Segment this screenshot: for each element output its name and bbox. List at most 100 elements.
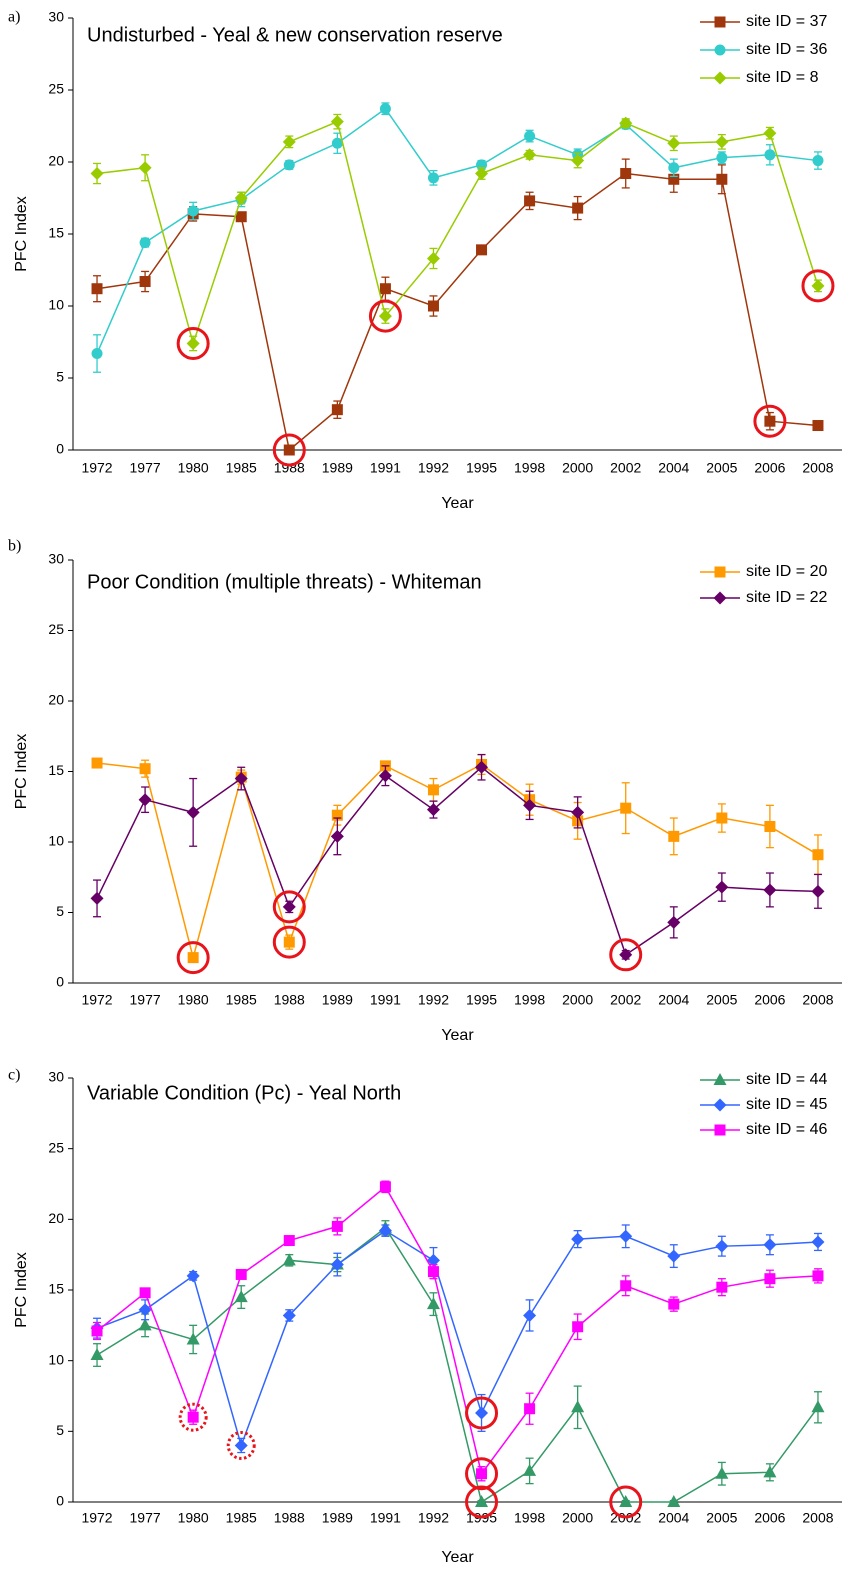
series-line <box>96 766 818 956</box>
marker <box>427 784 439 796</box>
x-tick-label: 1998 <box>514 992 545 1008</box>
x-axis-label: Year <box>441 495 474 512</box>
marker <box>475 167 489 181</box>
marker <box>620 802 632 814</box>
marker <box>234 772 248 786</box>
highlight-circle <box>176 326 210 360</box>
x-tick-label: 2004 <box>658 992 689 1008</box>
marker <box>283 936 295 948</box>
legend-label: site ID = 8 <box>746 69 819 86</box>
marker <box>668 162 680 174</box>
x-tick-label: 1977 <box>130 1510 161 1526</box>
marker <box>139 276 151 288</box>
marker <box>667 1249 681 1263</box>
series-line <box>96 120 819 347</box>
y-tick-label: 0 <box>56 1493 64 1509</box>
panel-label: a) <box>8 9 20 26</box>
series-line <box>96 107 819 354</box>
marker <box>812 849 824 861</box>
highlight-circle <box>801 269 835 303</box>
x-tick-label: 2008 <box>802 992 833 1008</box>
y-tick-label: 10 <box>48 1351 64 1367</box>
x-tick-label: 2002 <box>610 992 641 1008</box>
x-tick-label: 1980 <box>178 992 209 1008</box>
marker <box>713 71 727 85</box>
x-tick-label: 1972 <box>81 992 112 1008</box>
x-tick-label: 1991 <box>370 992 401 1008</box>
marker <box>714 566 726 578</box>
x-tick-label: 1980 <box>178 1510 209 1526</box>
marker <box>138 793 152 807</box>
marker <box>667 136 681 150</box>
chart: b) Poor Condition (multiple threats) - Wh… <box>8 538 842 1044</box>
chart: c) Variable Condition (Pc) - Yeal North 0 5… <box>8 1067 842 1566</box>
y-tick-label: 30 <box>48 551 64 567</box>
y-tick-label: 20 <box>48 1210 64 1226</box>
x-tick-label: 2005 <box>706 460 737 476</box>
marker <box>524 1403 536 1415</box>
highlight-circle <box>753 404 787 438</box>
marker <box>139 237 151 249</box>
marker <box>475 1406 489 1420</box>
y-axis-label: PFC Index <box>13 196 30 272</box>
y-tick-label: 15 <box>48 762 64 778</box>
marker <box>234 1290 248 1303</box>
series-line <box>96 1229 819 1448</box>
marker <box>426 251 440 265</box>
legend-label: site ID = 45 <box>746 1096 827 1113</box>
series-line <box>96 172 819 452</box>
highlight-circle <box>609 938 643 972</box>
marker <box>426 1253 440 1267</box>
marker <box>138 1303 152 1317</box>
marker <box>713 591 727 605</box>
x-tick-label: 1995 <box>466 460 497 476</box>
marker <box>763 883 777 897</box>
panel-label: b) <box>8 538 21 555</box>
chart: a) Undisturbed - Yeal & new conservation … <box>8 9 842 512</box>
highlight-circle <box>272 433 306 467</box>
marker <box>378 769 392 783</box>
chart-title: Poor Condition (multiple threats) - Whit… <box>87 571 482 593</box>
y-axis-label: PFC Index <box>13 1252 30 1328</box>
highlight-circle-dotted <box>178 1402 208 1432</box>
marker <box>620 168 632 180</box>
marker <box>811 1235 825 1249</box>
marker <box>187 1411 199 1423</box>
y-axis-label: PFC Index <box>13 734 30 810</box>
marker <box>379 283 391 295</box>
marker <box>330 1258 344 1272</box>
marker <box>186 336 200 350</box>
marker <box>234 191 248 205</box>
marker <box>475 1495 489 1507</box>
marker <box>426 1297 440 1310</box>
marker <box>713 1098 727 1112</box>
marker <box>764 1273 776 1285</box>
marker <box>138 1318 152 1331</box>
x-tick-label: 2000 <box>562 460 593 476</box>
marker <box>331 1220 343 1232</box>
marker <box>283 1235 295 1247</box>
marker <box>571 805 585 819</box>
marker <box>379 103 391 115</box>
x-tick-label: 1991 <box>370 1510 401 1526</box>
marker <box>715 1466 729 1479</box>
marker <box>91 348 103 360</box>
marker <box>427 172 439 184</box>
marker <box>571 154 585 168</box>
marker <box>619 948 633 962</box>
marker <box>524 130 536 142</box>
x-tick-label: 1992 <box>418 992 449 1008</box>
marker <box>139 1287 151 1299</box>
marker <box>378 1224 392 1238</box>
marker <box>811 279 825 293</box>
marker <box>764 415 776 427</box>
marker <box>812 420 824 432</box>
marker <box>620 1280 632 1292</box>
series-line <box>96 1185 819 1476</box>
marker <box>716 812 728 824</box>
marker <box>475 760 489 774</box>
y-tick-label: 0 <box>56 974 64 990</box>
marker <box>378 309 392 323</box>
marker <box>523 1463 537 1476</box>
x-tick-label: 2005 <box>706 992 737 1008</box>
